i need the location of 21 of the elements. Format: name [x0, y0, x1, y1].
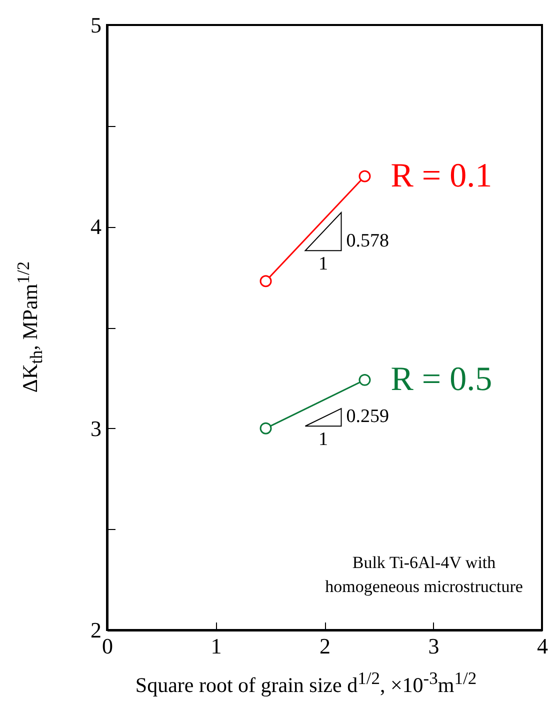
- x-axis-title: Square root of grain size d$^{1/2}$, ×10$^{-3}$m$^{1/2}$: [134, 668, 478, 698]
- annotation: 0.578: [346, 230, 390, 252]
- point: [260, 275, 272, 288]
- x-tick-label: 3: [428, 634, 440, 658]
- annotation: 0.259: [346, 406, 390, 428]
- annotation: Bulk Ti-6Al-4V with homogeneous microstructure: [325, 553, 523, 596]
- y-tick-label: 4: [90, 214, 102, 240]
- series-label: R = 0.5: [390, 360, 492, 398]
- x-tick-label: 0: [102, 634, 113, 658]
- annotation: 1: [318, 254, 328, 275]
- point: [358, 170, 371, 182]
- y-tick-label: 3: [90, 416, 102, 441]
- series-label: R = 0.1: [390, 157, 492, 194]
- annotation: 1: [318, 429, 328, 450]
- y-tick-label: 5: [90, 12, 102, 38]
- point: [260, 422, 272, 434]
- x-tick-label: 1: [210, 634, 222, 658]
- x-tick-label: 2: [320, 634, 330, 658]
- point: [358, 374, 371, 386]
- x-tick-label: 4: [537, 634, 548, 658]
- y-tick-label: 2: [90, 618, 102, 642]
